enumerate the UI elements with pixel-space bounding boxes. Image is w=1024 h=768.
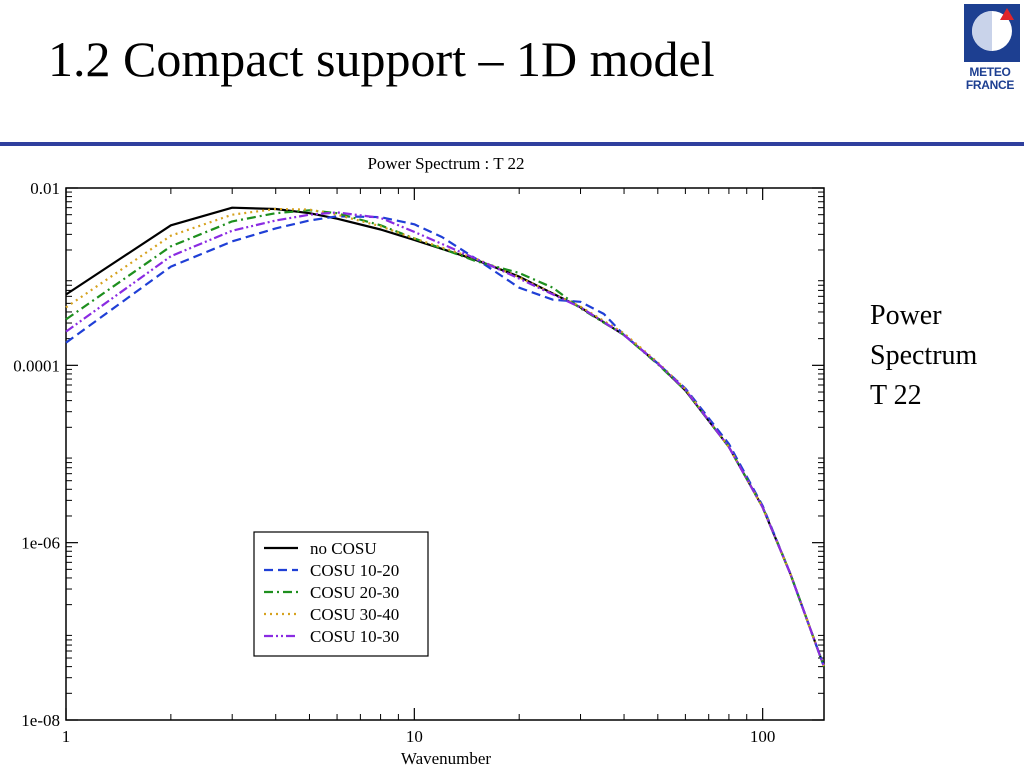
x-tick-label: 1 xyxy=(62,727,71,746)
legend-label: no COSU xyxy=(310,539,377,558)
legend-label: COSU 30-40 xyxy=(310,605,399,624)
slide-title: 1.2 Compact support – 1D model xyxy=(48,31,715,87)
logo-triangle-icon xyxy=(1000,8,1014,20)
title-divider xyxy=(0,142,1024,146)
y-tick-label: 1e-08 xyxy=(21,711,60,730)
legend-label: COSU 20-30 xyxy=(310,583,399,602)
logo-circle-shade xyxy=(972,11,992,51)
series-line-4 xyxy=(65,207,826,667)
logo-text: METEO FRANCE xyxy=(958,66,1022,92)
side-note-line-1: Power xyxy=(870,300,942,331)
legend-label: COSU 10-20 xyxy=(310,561,399,580)
side-note-line-2: Spectrum xyxy=(870,340,978,371)
power-spectrum-chart: Power Spectrum : T 22 1 10 100 1e-08 1e-06 0.… xyxy=(13,154,826,768)
plot-area xyxy=(65,187,825,721)
meteo-france-logo: METEO FRANCE xyxy=(958,2,1022,96)
chart-title: Power Spectrum : T 22 xyxy=(367,154,524,173)
y-tick-label: 0.01 xyxy=(30,179,60,198)
y-tick-label: 1e-06 xyxy=(21,534,60,553)
logo-text-line-1: METEO xyxy=(969,65,1011,79)
y-tick-label: 0.0001 xyxy=(13,356,60,375)
x-axis-label: Wavenumber xyxy=(401,749,492,768)
side-note-line-3: T 22 xyxy=(870,380,922,411)
side-note: Power Spectrum T 22 xyxy=(870,296,977,416)
x-tick-label: 100 xyxy=(750,727,776,746)
x-tick-label: 10 xyxy=(406,727,423,746)
legend: no COSU COSU 10-20 COSU 20-30 COSU 30-40 COS… xyxy=(253,531,429,657)
series-line-2 xyxy=(65,215,826,667)
legend-label: COSU 10-30 xyxy=(310,627,399,646)
logo-text-line-2: FRANCE xyxy=(965,78,1015,92)
series-line-5 xyxy=(65,211,826,667)
